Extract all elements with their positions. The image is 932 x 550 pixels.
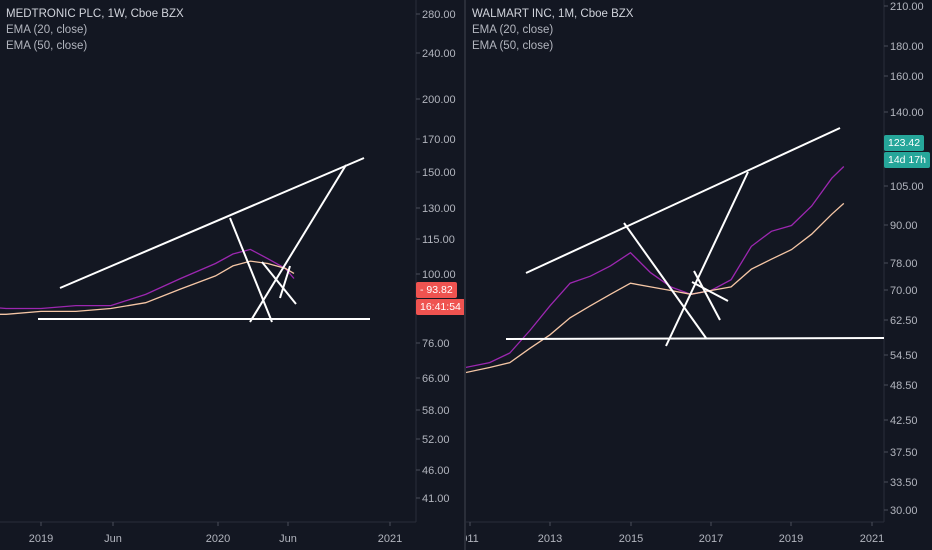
y-tick-label: 140.00 (890, 107, 924, 119)
trendline-drawing (691, 281, 729, 302)
trendline-drawing (693, 270, 721, 321)
medtronic-chart-pane[interactable]: 280.00 240.00 200.00 170.00 150.00 130.00 115.… (0, 0, 464, 550)
y-tick-label: 46.00 (422, 465, 450, 477)
y-tick-label: 90.00 (890, 220, 918, 232)
x-tick-label: 2021 (860, 533, 884, 545)
chart-title[interactable]: MEDTRONIC PLC, 1W, Cboe BZX (6, 8, 184, 20)
y-tick-label: 78.00 (890, 258, 918, 270)
y-tick-label: 58.00 (422, 405, 450, 417)
bar-countdown: 14d 17h (884, 152, 930, 168)
y-tick-label: 41.00 (422, 493, 450, 505)
legend-ema50[interactable]: EMA (50, close) (6, 40, 88, 52)
y-tick-label: 48.50 (890, 380, 918, 392)
medtronic-chart-svg[interactable]: 280.00 240.00 200.00 170.00 150.00 130.00 115.… (0, 0, 464, 550)
x-tick-label: Jun (104, 533, 122, 545)
ema20-line (0, 248, 295, 310)
y-tick-label: 160.00 (890, 71, 924, 83)
x-tick-label: 2020 (206, 533, 230, 545)
y-tick-label: 115.00 (422, 234, 455, 246)
chart-legend: WALMART INC, 1M, Cboe BZX EMA (20, close… (472, 6, 633, 54)
pane-divider[interactable] (464, 0, 466, 550)
y-tick-label: 76.00 (422, 338, 450, 350)
y-tick-label: 54.50 (890, 350, 918, 362)
price-direction-icon: - (420, 284, 427, 296)
y-tick-label: 66.00 (422, 373, 450, 385)
ema20-line (466, 166, 845, 369)
bar-countdown: 16:41:54 (416, 299, 464, 315)
trendline-drawing (279, 265, 291, 299)
trendline-drawing (665, 171, 749, 347)
y-tick-label: 180.00 (890, 41, 924, 53)
x-tick-label: 011 (466, 533, 479, 545)
legend-ema20[interactable]: EMA (20, close) (472, 24, 554, 36)
y-tick-label: 33.50 (890, 477, 918, 489)
y-tick-label: 62.50 (890, 315, 918, 327)
y-tick-label: 240.00 (422, 48, 456, 60)
x-tick-label: 2015 (619, 533, 643, 545)
y-tick-label: 130.00 (422, 203, 456, 215)
trendline-drawing (229, 217, 273, 323)
y-tick-label: 70.00 (890, 285, 918, 297)
y-tick-label: 37.50 (890, 447, 918, 459)
ema50-line (466, 202, 845, 374)
last-price: 93.82 (426, 284, 453, 296)
x-tick-label: Jun (279, 533, 297, 545)
chart-legend: MEDTRONIC PLC, 1W, Cboe BZX EMA (20, clo… (6, 6, 184, 54)
trendline-drawing (249, 164, 347, 323)
y-tick-label: 42.50 (890, 415, 918, 427)
x-tick-label: 2021 (378, 533, 402, 545)
y-tick-label: 200.00 (422, 94, 456, 106)
chart-title[interactable]: WALMART INC, 1M, Cboe BZX (472, 8, 634, 20)
trendline-drawing (525, 127, 841, 274)
last-price-tag: - 93.82 (416, 282, 457, 298)
trendline-drawing (261, 261, 297, 305)
y-tick-label: 210.00 (890, 1, 924, 13)
trendline-drawing (623, 222, 707, 339)
x-tick-label: 2019 (779, 533, 803, 545)
x-tick-label: 2013 (538, 533, 562, 545)
walmart-chart-pane[interactable]: 210.00 180.00 160.00 140.00 105.00 90.00 78.00… (466, 0, 932, 550)
ema50-line (0, 260, 295, 315)
walmart-chart-svg[interactable]: 210.00 180.00 160.00 140.00 105.00 90.00 78.00… (466, 0, 932, 550)
last-price-tag: 123.42 (884, 135, 925, 151)
x-tick-label: 2019 (29, 533, 53, 545)
legend-ema20[interactable]: EMA (20, close) (6, 24, 88, 36)
y-tick-label: 280.00 (422, 9, 456, 21)
y-tick-label: 52.00 (422, 434, 450, 446)
y-tick-label: 30.00 (890, 505, 918, 517)
trendline-drawing (59, 157, 365, 289)
legend-ema50[interactable]: EMA (50, close) (472, 40, 554, 52)
y-tick-label: 170.00 (422, 134, 456, 146)
y-tick-label: 100.00 (422, 269, 456, 281)
trendline-drawing (505, 337, 885, 340)
y-tick-label: 150.00 (422, 167, 456, 179)
x-tick-label: 2017 (699, 533, 723, 545)
y-tick-label: 105.00 (890, 181, 924, 193)
